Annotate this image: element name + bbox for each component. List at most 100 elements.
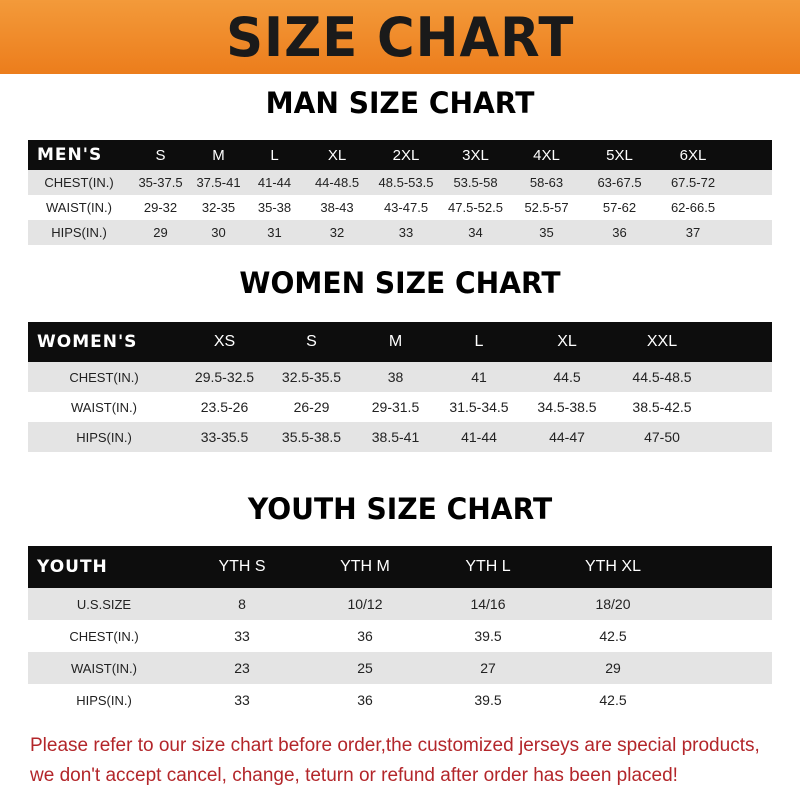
size-column-header: S <box>155 146 166 164</box>
measurement-cell: 33 <box>234 628 250 644</box>
table-header-row: YOUTH YTH S YTH M YTH L YTH XL <box>28 546 772 588</box>
youth-section-title: YOUTH SIZE CHART <box>247 492 553 526</box>
row-label: WAIST(IN.) <box>71 399 137 415</box>
measurement-cell: 33-35.5 <box>200 429 249 445</box>
measurement-cell: 33 <box>234 692 250 708</box>
size-column-header: XS <box>213 333 236 350</box>
header-label: WOMEN'S <box>37 332 138 352</box>
size-column-header: M <box>388 333 403 350</box>
measurement-cell: 38-43 <box>320 200 354 215</box>
measurement-cell: 32-35 <box>201 200 236 215</box>
men-section-title: MAN SIZE CHART <box>265 86 535 120</box>
header-label: MEN'S <box>37 145 103 165</box>
measurement-cell: 38.5-42.5 <box>632 399 692 415</box>
measurement-cell: 29-32 <box>143 200 178 215</box>
table-row: WAIST(IN.) 29-32 32-35 35-38 38-43 43-47.5 47.… <box>28 195 772 220</box>
measurement-cell: 57-62 <box>602 200 637 215</box>
measurement-cell: 41-44 <box>257 175 292 190</box>
measurement-cell: 33 <box>398 225 414 240</box>
size-column-header: YTH S <box>218 558 266 575</box>
measurement-cell: 52.5-57 <box>524 200 569 215</box>
size-column-header: 5XL <box>606 146 633 164</box>
size-column-header: L <box>270 146 279 164</box>
measurement-cell: 29-31.5 <box>371 399 420 415</box>
measurement-cell: 35.5-38.5 <box>281 429 342 445</box>
size-column-header: 2XL <box>392 146 420 164</box>
measurement-cell: 41 <box>471 369 487 385</box>
measurement-cell: 36 <box>357 628 373 644</box>
row-label: CHEST(IN.) <box>69 628 139 644</box>
measurement-cell: 32 <box>329 225 345 240</box>
measurement-cell: 31.5-34.5 <box>449 399 509 415</box>
measurement-cell: 47.5-52.5 <box>448 200 503 215</box>
measurement-cell: 36 <box>612 225 627 240</box>
measurement-cell: 35 <box>539 225 554 240</box>
measurement-cell: 63-67.5 <box>597 175 642 190</box>
measurement-cell: 48.5-53.5 <box>378 175 434 190</box>
measurement-cell: 35-38 <box>257 200 292 215</box>
measurement-cell: 35-37.5 <box>138 175 183 190</box>
notice-line-2: we don't accept cancel, change, teturn o… <box>30 765 678 786</box>
men-size-table: MEN'S S M L XL 2XL 3XL 4XL 5XL 6XL CHEST(IN.) 35-37… <box>28 140 772 245</box>
measurement-cell: 53.5-58 <box>453 175 498 190</box>
measurement-cell: 31 <box>267 225 282 240</box>
measurement-cell: 29.5-32.5 <box>194 369 255 385</box>
measurement-cell: 26-29 <box>293 399 330 415</box>
measurement-cell: 42.5 <box>599 692 627 708</box>
table-row: WAIST(IN.) 23 25 27 29 <box>28 652 772 684</box>
measurement-cell: 37.5-41 <box>196 175 241 190</box>
row-label: HIPS(IN.) <box>76 429 132 445</box>
table-row: CHEST(IN.) 35-37.5 37.5-41 41-44 44-48.5 48.5… <box>28 170 772 195</box>
size-column-header: 4XL <box>533 146 560 164</box>
size-column-header: M <box>212 146 225 164</box>
row-label: CHEST(IN.) <box>44 175 114 190</box>
measurement-cell: 36 <box>357 692 373 708</box>
measurement-cell: 38 <box>387 369 404 385</box>
row-label: HIPS(IN.) <box>51 225 107 240</box>
size-chart-banner: SIZE CHART <box>0 0 800 74</box>
measurement-cell: 38.5-41 <box>371 429 420 445</box>
measurement-cell: 47-50 <box>644 429 680 445</box>
measurement-cell: 42.5 <box>599 628 627 644</box>
size-column-header: XXL <box>646 333 678 350</box>
row-label: U.S.SIZE <box>76 596 132 612</box>
table-row: U.S.SIZE 8 10/12 14/16 18/20 <box>28 588 772 620</box>
table-header-row: MEN'S S M L XL 2XL 3XL 4XL 5XL 6XL <box>28 140 772 170</box>
measurement-cell: 29 <box>605 660 621 676</box>
women-size-table: WOMEN'S XS S M L XL XXL CHEST(IN.) 29.5-32.5 32.5… <box>28 322 772 452</box>
measurement-cell: 29 <box>153 225 168 240</box>
table-row: CHEST(IN.) 33 36 39.5 42.5 <box>28 620 772 652</box>
measurement-cell: 41-44 <box>461 429 497 445</box>
size-column-header: 3XL <box>462 146 489 164</box>
size-column-header: 6XL <box>679 146 707 164</box>
table-row: HIPS(IN.) 33 36 39.5 42.5 <box>28 684 772 716</box>
size-column-header: YTH L <box>465 558 511 575</box>
youth-size-table: YOUTH YTH S YTH M YTH L YTH XL U.S.SIZE 8 10/12… <box>28 546 772 716</box>
measurement-cell: 34.5-38.5 <box>537 399 597 415</box>
notice-line-1: Please refer to our size chart before or… <box>30 735 760 756</box>
size-column-header: YTH M <box>340 558 390 575</box>
measurement-cell: 34 <box>468 225 483 240</box>
measurement-cell: 44.5 <box>553 369 581 385</box>
measurement-cell: 58-63 <box>529 175 564 190</box>
row-label: WAIST(IN.) <box>71 660 137 676</box>
row-label: HIPS(IN.) <box>76 692 132 708</box>
measurement-cell: 14/16 <box>470 596 506 612</box>
measurement-cell: 18/20 <box>595 596 631 612</box>
row-label: CHEST(IN.) <box>69 369 139 385</box>
size-column-header: YTH XL <box>584 558 641 575</box>
measurement-cell: 44-47 <box>549 429 585 445</box>
measurement-cell: 43-47.5 <box>383 200 429 215</box>
measurement-cell: 62-66.5 <box>670 200 716 215</box>
header-label: YOUTH <box>37 557 108 577</box>
size-column-header: XL <box>327 146 347 164</box>
measurement-cell: 67.5-72 <box>670 175 716 190</box>
table-header-row: WOMEN'S XS S M L XL XXL <box>28 322 772 362</box>
measurement-cell: 44.5-48.5 <box>632 369 692 385</box>
measurement-cell: 39.5 <box>474 628 502 644</box>
measurement-cell: 8 <box>238 596 246 612</box>
size-column-header: S <box>306 333 317 350</box>
measurement-cell: 23 <box>234 660 250 676</box>
measurement-cell: 27 <box>480 660 496 676</box>
table-row: CHEST(IN.) 29.5-32.5 32.5-35.5 38 41 44.5 44.5… <box>28 362 772 392</box>
